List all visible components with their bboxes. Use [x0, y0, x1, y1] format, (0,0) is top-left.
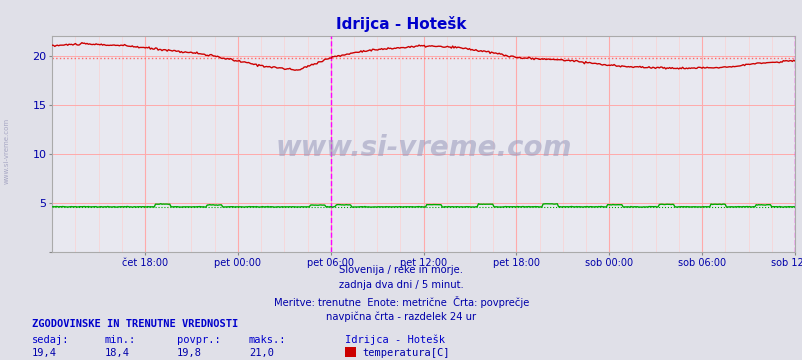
Text: ZGODOVINSKE IN TRENUTNE VREDNOSTI: ZGODOVINSKE IN TRENUTNE VREDNOSTI — [32, 319, 238, 329]
Text: Idrijca - Hotešk: Idrijca - Hotešk — [336, 16, 466, 32]
Text: www.si-vreme.com: www.si-vreme.com — [275, 134, 571, 162]
Text: maks.:: maks.: — [249, 335, 286, 345]
Text: povpr.:: povpr.: — [176, 335, 220, 345]
Text: Slovenija / reke in morje.: Slovenija / reke in morje. — [339, 265, 463, 275]
Text: 21,0: 21,0 — [249, 348, 273, 359]
Text: sedaj:: sedaj: — [32, 335, 70, 345]
Text: min.:: min.: — [104, 335, 136, 345]
Text: 18,4: 18,4 — [104, 348, 129, 359]
Text: zadnja dva dni / 5 minut.: zadnja dva dni / 5 minut. — [338, 280, 464, 290]
Text: 19,8: 19,8 — [176, 348, 201, 359]
Text: Meritve: trenutne  Enote: metrične  Črta: povprečje: Meritve: trenutne Enote: metrične Črta: … — [273, 296, 529, 307]
Text: temperatura[C]: temperatura[C] — [362, 348, 449, 359]
Text: 19,4: 19,4 — [32, 348, 57, 359]
Text: navpična črta - razdelek 24 ur: navpična črta - razdelek 24 ur — [326, 311, 476, 321]
Text: www.si-vreme.com: www.si-vreme.com — [3, 118, 10, 184]
Text: Idrijca - Hotešk: Idrijca - Hotešk — [345, 335, 445, 345]
